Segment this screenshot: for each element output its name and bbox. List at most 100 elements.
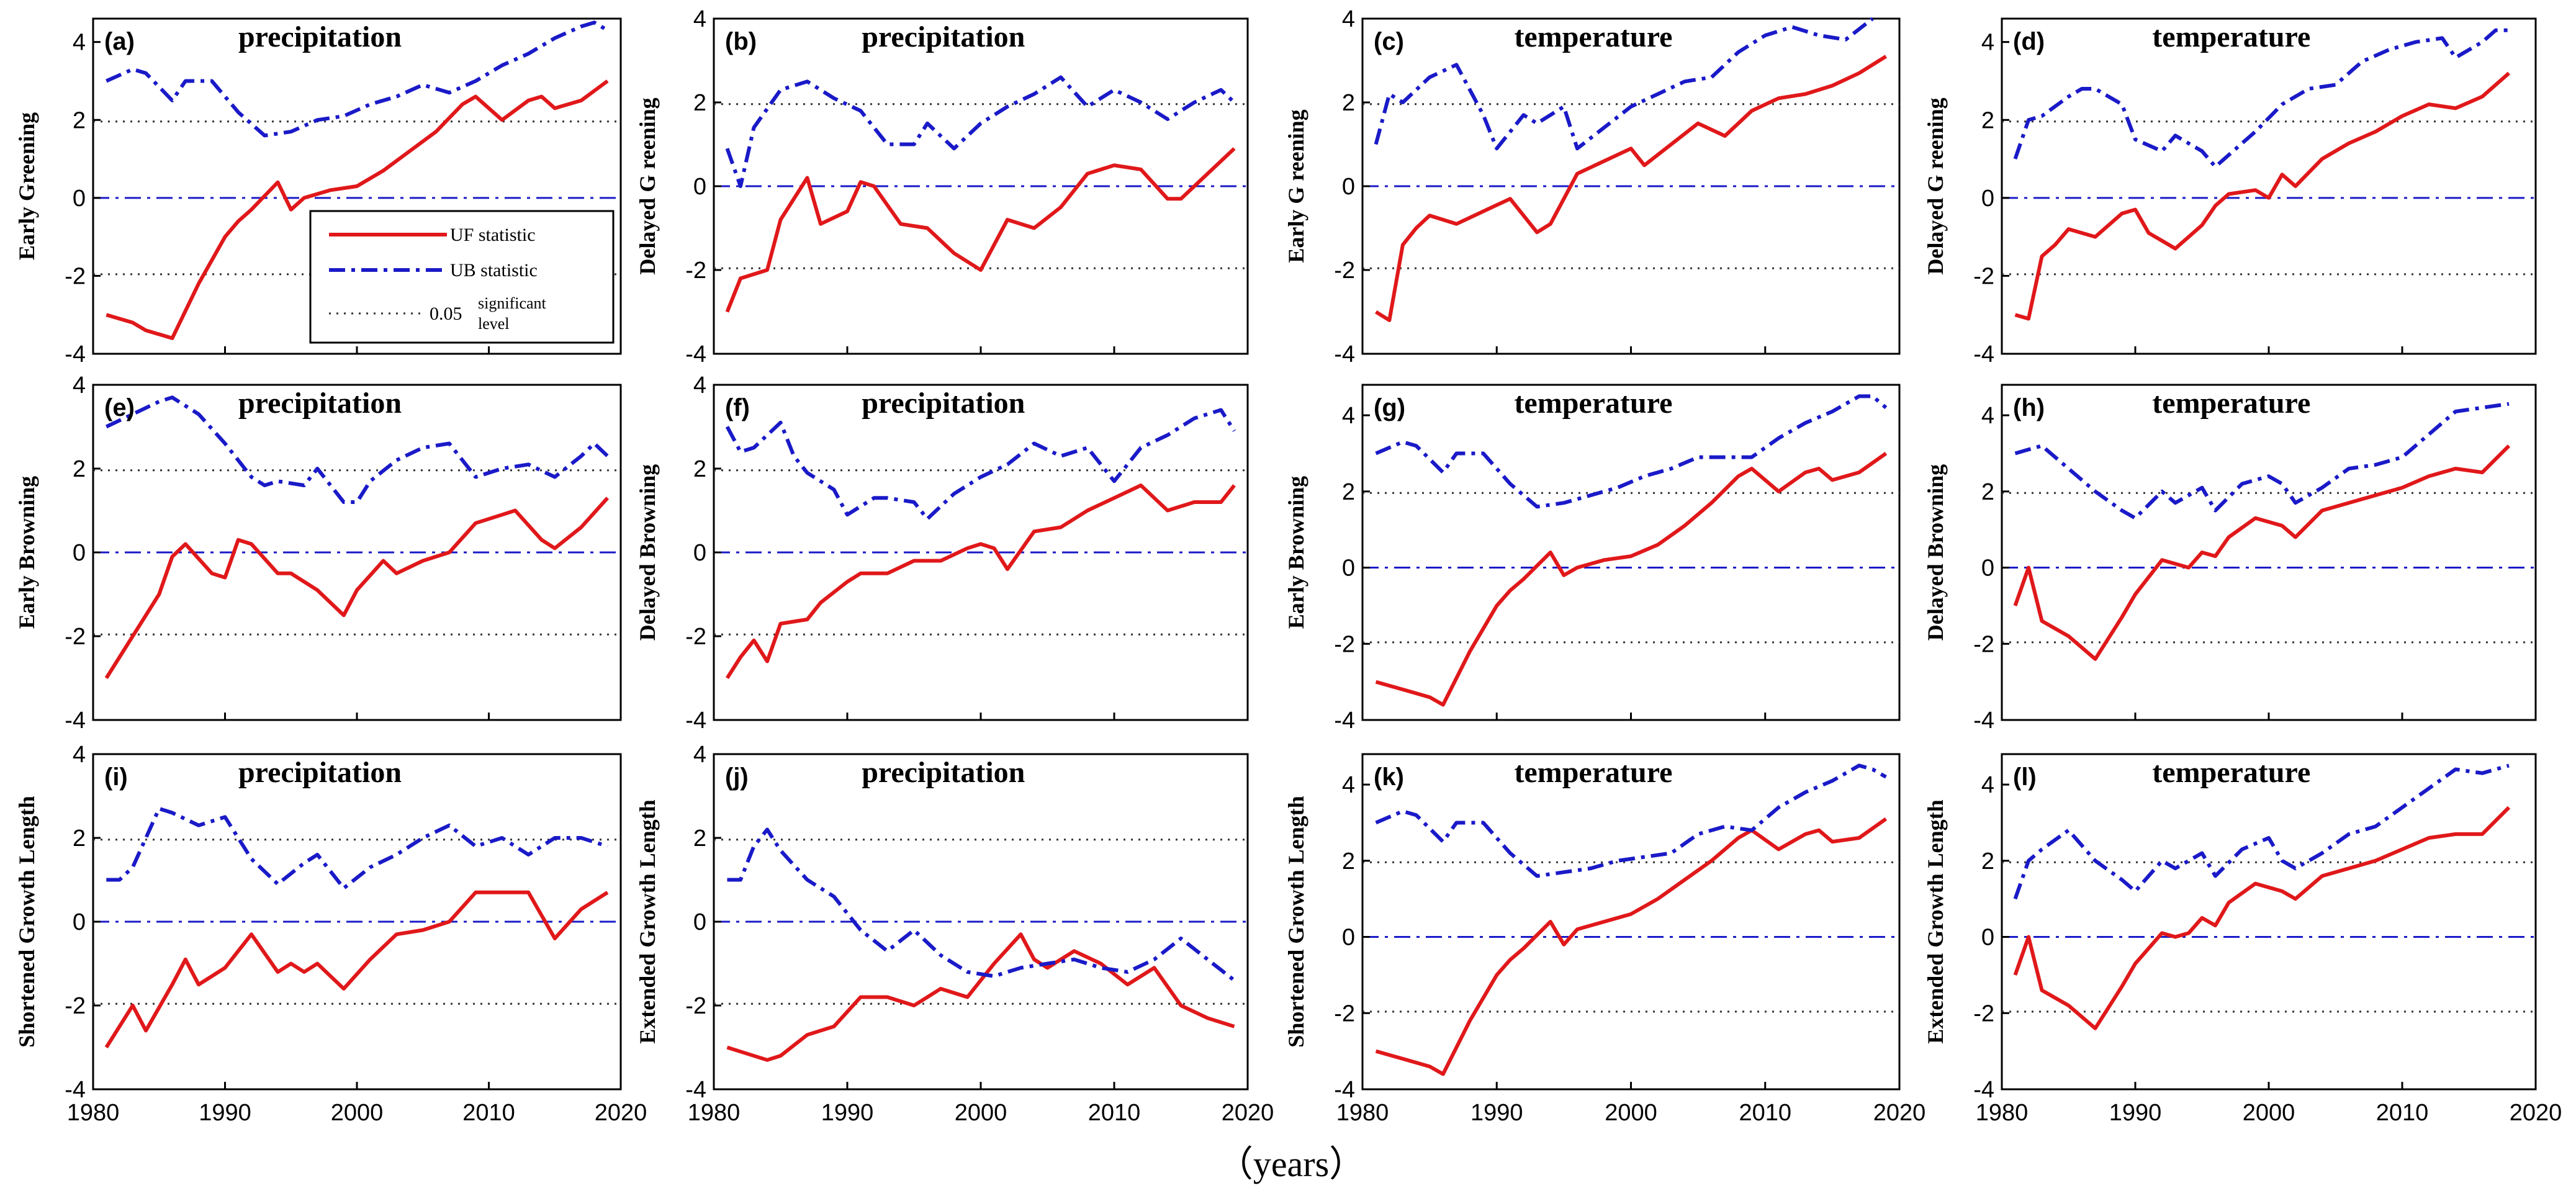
axes-frame: [2001, 17, 2537, 355]
y-axis-label: Shortened Growth Length: [14, 796, 39, 1047]
ub-series-line: [727, 827, 1236, 982]
y-tick-label: -2: [1334, 1001, 1355, 1027]
ub-series-line: [106, 806, 608, 890]
uf-series-line: [725, 484, 1236, 680]
x-tick-label: 2010: [2376, 1100, 2429, 1126]
panel-title: temperature: [2152, 20, 2310, 53]
panel-title: temperature: [2152, 756, 2310, 789]
x-tick-label: 1990: [1470, 1100, 1523, 1126]
ub-series-line: [106, 20, 609, 138]
panel-label: (l): [2013, 763, 2037, 791]
legend-sig-label: level: [478, 315, 510, 333]
y-tick-label: -2: [685, 258, 706, 284]
panel-b: -4 -2 0 2 4 (b) precipitation Delayed G reening: [635, 6, 1249, 367]
x-tick-label: 2020: [1873, 1100, 1926, 1126]
y-tick-label: 0: [73, 909, 86, 935]
x-tick-label: 2000: [955, 1100, 1007, 1126]
y-tick-label: -4: [65, 1077, 86, 1103]
y-tick-label: 2: [73, 456, 86, 482]
axes-frame: [1361, 384, 1901, 721]
uf-series-line: [726, 932, 1235, 1062]
uf-series-line: [2013, 806, 2511, 1030]
y-tick-label: -2: [1973, 263, 1994, 289]
x-tick-label: 1980: [688, 1100, 741, 1126]
y-tick-label: 2: [1981, 848, 1994, 875]
y-tick-label: 2: [73, 825, 86, 852]
uf-series-line: [1375, 55, 1887, 322]
y-tick-label: 4: [1981, 772, 1994, 798]
legend: UF statistic UB statistic 0.05 significant l…: [309, 210, 615, 344]
y-tick-label: 4: [1981, 30, 1994, 56]
y-tick-label: 4: [1981, 403, 1994, 429]
panel-label: (e): [104, 394, 135, 421]
uf-series-line: [106, 79, 609, 340]
y-axis-label: Early G reening: [1284, 109, 1308, 263]
uf-series-line: [1375, 817, 1888, 1076]
y-tick-label: 4: [73, 742, 86, 768]
y-tick-label: 0: [1981, 186, 1994, 212]
panel-label: (c): [1374, 28, 1404, 55]
panel-h: -4 -2 0 2 4 (h) temperature Delayed Browning: [1923, 384, 2537, 734]
ub-series-line: [2014, 402, 2510, 520]
ub-series-line: [2013, 763, 2510, 900]
panel-f: -4 -2 0 2 4 (f) precipitation Delayed Browning: [635, 372, 1249, 734]
panel-label: (g): [1374, 394, 1405, 421]
y-tick-label: 0: [1981, 925, 1994, 951]
legend-sig-label: significant: [478, 294, 547, 312]
y-axis-label: Early Browning: [14, 476, 39, 629]
axes-frame: [2001, 753, 2537, 1091]
x-axis-label: （years）: [1217, 1144, 1365, 1184]
panel-k: -4 -2 0 2 4 1980 1990 2000 2010 2020 (k) temperatur…: [1284, 753, 1926, 1126]
y-tick-label: 2: [1981, 107, 1994, 133]
y-tick-label: -2: [65, 263, 86, 289]
y-axis-label: Delayed G reening: [635, 97, 660, 274]
y-tick-label: 0: [73, 540, 86, 566]
panel-title: precipitation: [862, 756, 1025, 789]
y-tick-label: -2: [1973, 1001, 1994, 1027]
panel-title: precipitation: [238, 387, 402, 420]
y-tick-label: 4: [1342, 6, 1355, 32]
uf-series-line: [2013, 444, 2511, 661]
y-tick-label: -2: [685, 624, 706, 650]
panel-title: precipitation: [238, 20, 402, 53]
y-tick-label: -4: [685, 708, 706, 734]
y-tick-label: 2: [1981, 479, 1994, 505]
panel-title: precipitation: [238, 756, 402, 789]
x-tick-label: 2000: [331, 1100, 384, 1126]
x-tick-label: 2020: [595, 1100, 647, 1126]
y-tick-label: 0: [1342, 174, 1355, 200]
y-tick-label: 2: [73, 107, 86, 133]
panel-l: -4 -2 0 2 4 1980 1990 2000 2010 2020 (l) temperatur…: [1923, 753, 2562, 1126]
ub-series-line: [1375, 394, 1888, 509]
panel-title: temperature: [1514, 387, 1672, 420]
y-tick-label: 0: [693, 909, 706, 935]
uf-series-line: [104, 497, 610, 680]
panel-title: temperature: [2152, 387, 2310, 420]
uf-series-line: [725, 147, 1236, 313]
panel-e: -4 -2 0 2 4 (e) precipitation Early Browning: [14, 372, 622, 734]
ub-series-line: [725, 408, 1236, 521]
y-tick-label: 4: [693, 6, 706, 32]
x-tick-label: 1990: [199, 1100, 251, 1126]
y-tick-label: 4: [1342, 403, 1355, 429]
panel-label: (d): [2013, 28, 2045, 55]
y-tick-label: -2: [1334, 631, 1355, 657]
y-tick-label: -4: [1973, 1077, 1994, 1103]
ub-series-line: [1374, 17, 1874, 151]
y-axis-label: Early Greening: [14, 112, 39, 260]
y-axis-label: Shortened Growth Length: [1284, 796, 1308, 1047]
x-tick-label: 2000: [2243, 1100, 2295, 1126]
panel-c: -4 -2 0 2 4 (c) temperature Early G reening: [1284, 6, 1901, 367]
panel-label: (k): [1374, 763, 1404, 791]
panel-title: temperature: [1514, 756, 1672, 789]
y-axis-label: Early Browning: [1284, 476, 1308, 629]
x-tick-label: 2010: [1088, 1100, 1141, 1126]
panel-label: (b): [725, 28, 757, 55]
y-tick-label: -2: [65, 993, 86, 1019]
x-tick-label: 1990: [821, 1100, 874, 1126]
x-tick-label: 1980: [1336, 1100, 1389, 1126]
y-tick-label: 2: [693, 456, 706, 482]
panel-label: (f): [725, 394, 750, 421]
y-tick-label: -4: [685, 1077, 706, 1103]
